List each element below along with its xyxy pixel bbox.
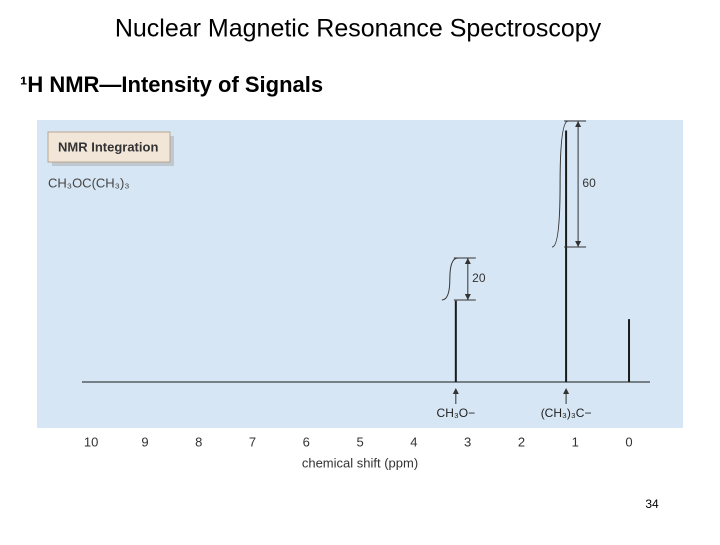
compound: CH₃OC(CH₃)₃: [48, 175, 130, 190]
x-tick-label: 9: [141, 434, 148, 449]
x-tick-label: 1: [572, 434, 579, 449]
spectrum-panel: [37, 120, 683, 428]
x-tick-label: 6: [303, 434, 310, 449]
x-axis-label: chemical shift (ppm): [302, 455, 418, 470]
arrow-head: [452, 388, 459, 394]
x-tick-label: 3: [464, 434, 471, 449]
x-tick-label: 5: [356, 434, 363, 449]
integration-label: 60: [582, 176, 596, 190]
x-tick-label: 7: [249, 434, 256, 449]
integration-curve: [551, 120, 569, 248]
label-box: [47, 131, 171, 163]
peak-label: (CH₃)₃C−: [541, 406, 592, 420]
slide-subtitle: ¹H NMR—Intensity of Signals: [20, 72, 323, 97]
x-tick-label: 2: [518, 434, 525, 449]
arrow-head: [563, 388, 570, 394]
integration-label-bg: [580, 176, 599, 192]
x-tick-label: 8: [195, 434, 202, 449]
x-tick-label: 4: [410, 434, 417, 449]
integration-label: 20: [472, 271, 486, 285]
integration-curve: [441, 257, 458, 301]
peak-label: CH₃O−: [437, 406, 476, 420]
x-tick-label: 0: [625, 434, 632, 449]
x-tick-label: 10: [84, 434, 98, 449]
page-number: 34: [645, 497, 659, 511]
slide-title: Nuclear Magnetic Resonance Spectroscopy: [115, 15, 602, 43]
panel-label: NMR Integration: [58, 139, 158, 154]
integration-label-bg: [469, 271, 488, 287]
